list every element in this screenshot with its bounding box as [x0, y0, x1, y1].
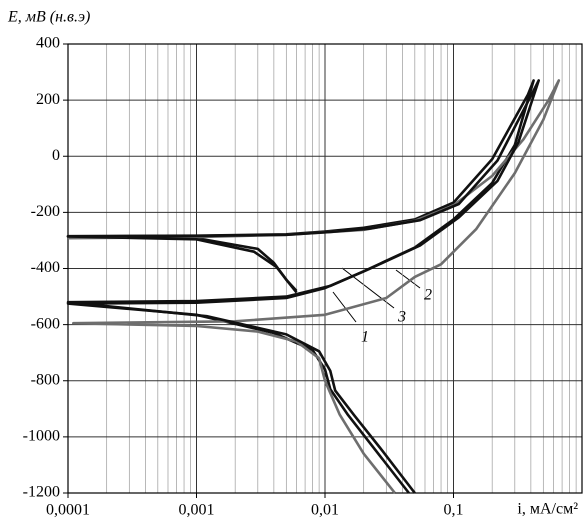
x-tick-label: 0,001	[179, 502, 215, 519]
y-tick-label: 200	[36, 91, 60, 108]
x-tick-label: 0,1	[444, 502, 464, 519]
y-tick-label: -200	[31, 203, 60, 220]
curve-label: 1	[361, 329, 369, 346]
curve-label: 3	[397, 309, 406, 326]
x-axis-label: i, мА/см²	[517, 501, 578, 518]
leader-line	[332, 291, 357, 323]
x-tick-label: 0,01	[311, 502, 339, 519]
y-tick-label: -600	[31, 315, 60, 332]
leader-line	[341, 267, 395, 309]
leader-lines	[332, 267, 421, 323]
y-tick-label: -1200	[23, 484, 60, 501]
y-axis-label: E, мВ (н.в.э)	[7, 9, 90, 26]
curve	[66, 79, 540, 494]
curve-label: 2	[424, 287, 432, 304]
y-tick-label: 0	[52, 147, 60, 164]
y-tick-label: -400	[31, 259, 60, 276]
leader-line	[395, 269, 421, 289]
x-tick-label: 0,0001	[46, 502, 90, 519]
y-tick-label: -1000	[23, 428, 60, 445]
y-tick-label: 400	[36, 35, 60, 52]
curve	[67, 79, 561, 494]
y-tick-label: -800	[31, 371, 60, 388]
plot-frame	[67, 43, 583, 494]
curve	[66, 79, 535, 494]
